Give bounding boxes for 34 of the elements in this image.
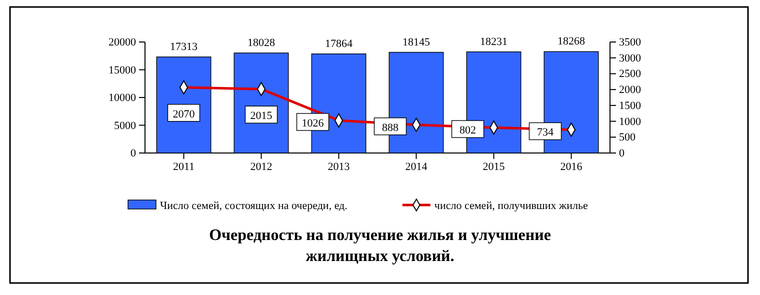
y2-tick-label: 2500 (619, 68, 642, 80)
legend-label: число семей, получивших жилье (434, 200, 588, 212)
y-tick-label: 15000 (108, 64, 136, 76)
y-tick-label: 5000 (114, 120, 136, 132)
data-label: 734 (537, 126, 554, 139)
y2-tick-label: 500 (619, 132, 636, 144)
y2-tick-label: 1500 (619, 100, 642, 112)
y2-tick-label: 0 (619, 148, 625, 160)
y2-tick-label: 1000 (619, 116, 642, 128)
y2-tick-label: 2000 (619, 84, 642, 96)
x-tick-label: 2013 (328, 160, 350, 173)
x-tick-label: 2016 (560, 160, 583, 173)
data-label: 2070 (172, 108, 196, 120)
data-label: 18145 (402, 36, 430, 48)
y2-tick-label: 3000 (619, 52, 642, 64)
data-label: 802 (460, 124, 476, 137)
y-tick-label: 20000 (108, 36, 136, 49)
data-label: 2015 (250, 110, 273, 122)
y-tick-label: 10000 (108, 92, 136, 104)
data-label: 888 (382, 122, 399, 134)
data-label: 1026 (302, 117, 324, 130)
y2-tick-label: 3500 (619, 36, 642, 49)
x-tick-label: 2014 (405, 160, 428, 173)
data-label: 18028 (248, 36, 276, 49)
text: Очередность на получение жилья и улучшение жилищных условий. (209, 227, 551, 265)
data-label: 17313 (170, 40, 198, 53)
legend-label: Число семей, состоящих на очереди, ед. (160, 200, 348, 212)
x-tick-label: 2012 (250, 160, 272, 173)
data-label: 18231 (480, 36, 508, 48)
x-tick-label: 2015 (482, 160, 506, 173)
data-label: 17864 (325, 38, 353, 50)
x-tick-label: 2011 (172, 160, 195, 173)
y-tick-label: 0 (130, 148, 136, 160)
data-label: 18268 (558, 36, 586, 48)
